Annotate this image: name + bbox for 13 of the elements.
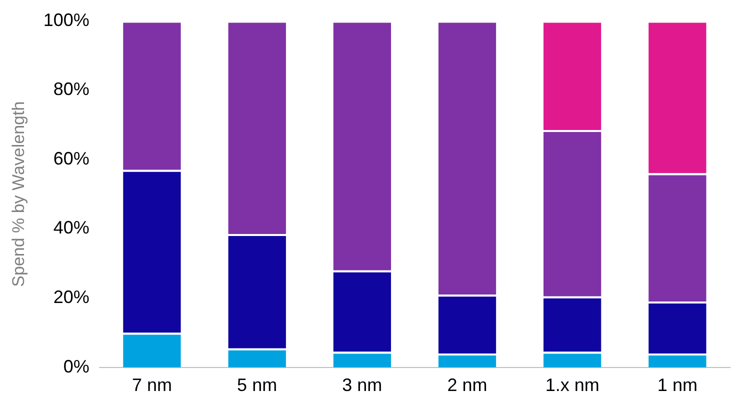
x-tick-label: 1 nm xyxy=(657,375,698,396)
y-axis-title: Spend % by Wavelength xyxy=(8,101,28,287)
y-tick-label: 20% xyxy=(53,287,90,308)
x-tick-label: 7 nm xyxy=(132,375,172,396)
y-tick-label: 0% xyxy=(63,356,90,376)
x-tick-label: 2 nm xyxy=(447,375,488,396)
x-tick-label: 5 nm xyxy=(237,375,278,396)
x-tick-label: 3 nm xyxy=(342,375,382,396)
y-tick-label: 100% xyxy=(43,10,90,30)
y-tick-label: 40% xyxy=(53,218,90,238)
y-tick-label: 60% xyxy=(53,148,90,168)
x-tick-label: 1.x nm xyxy=(545,375,600,396)
y-tick-label: 80% xyxy=(53,79,90,100)
